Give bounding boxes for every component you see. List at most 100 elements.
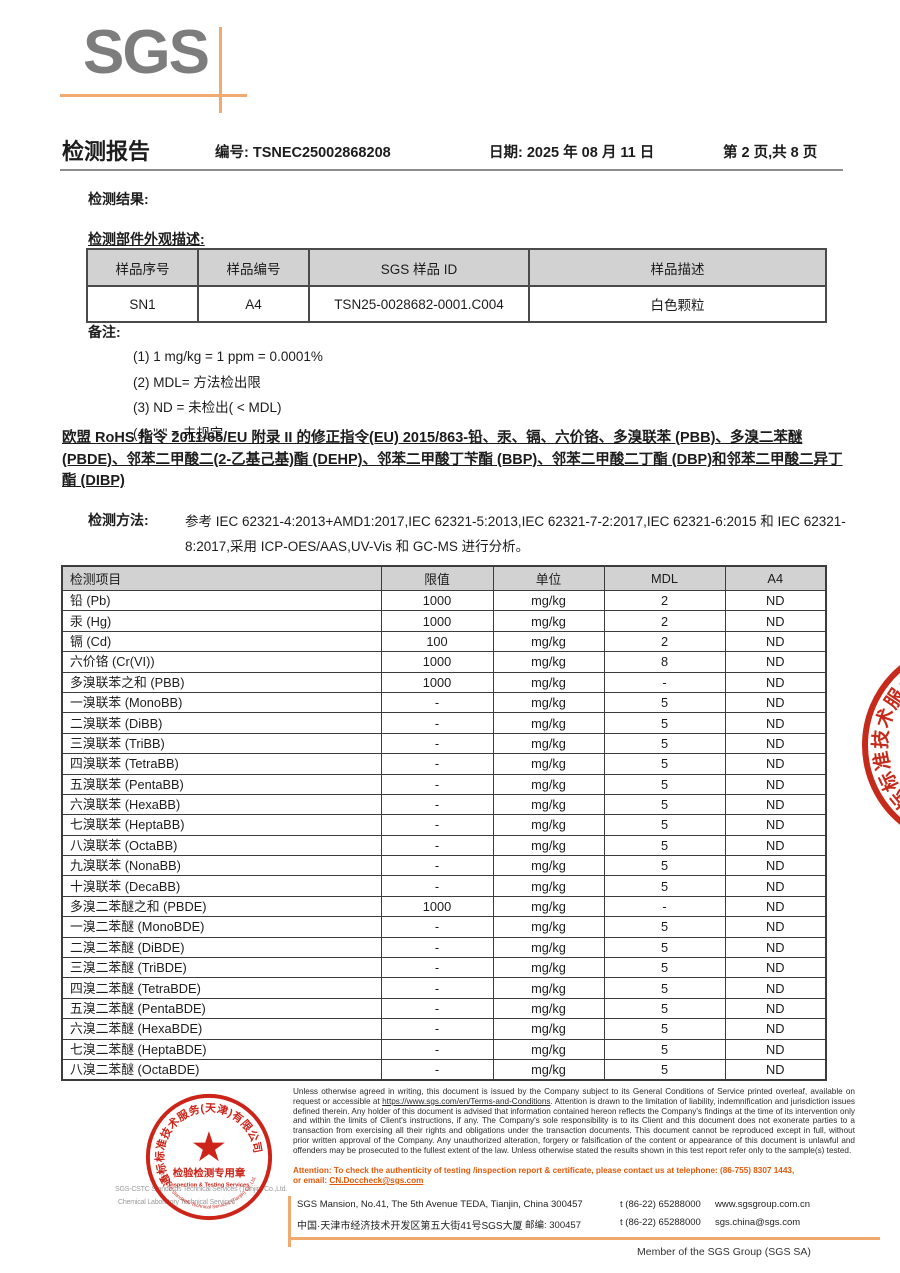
table-cell: 汞 (Hg)	[61, 610, 382, 632]
table-cell: -	[380, 814, 494, 836]
header-divider	[60, 169, 843, 171]
sgs-china-email-link[interactable]: sgs.china@sgs.com	[715, 1217, 801, 1228]
attention-email-prefix: or email:	[293, 1175, 330, 1185]
page-title: 检测报告	[62, 139, 151, 164]
table-cell: mg/kg	[492, 814, 605, 836]
table-row: 五溴二苯醚 (PentaBDE) - mg/kg 5 ND	[61, 997, 827, 1020]
table-cell: -	[380, 855, 494, 877]
table-cell: 一溴二苯醚 (MonoBDE)	[61, 916, 382, 938]
table-row: 十溴联苯 (DecaBB) - mg/kg 5 ND	[61, 875, 827, 897]
table-row: 二溴二苯醚 (DiBDE) - mg/kg 5 ND	[61, 936, 827, 959]
table-cell: ND	[724, 671, 827, 693]
table-cell: -	[380, 732, 494, 755]
table-cell: mg/kg	[492, 651, 605, 673]
table-cell: ND	[724, 691, 827, 714]
table-cell: -	[380, 997, 494, 1020]
table-cell: 白色颗粒	[528, 285, 827, 323]
table-cell: 5	[603, 957, 726, 979]
table-cell: mg/kg	[492, 895, 605, 918]
table-cell: SN1	[86, 285, 199, 323]
table-row: 六溴联苯 (HexaBB) - mg/kg 5 ND	[61, 793, 827, 816]
table-cell: mg/kg	[492, 691, 605, 714]
table-cell: 2	[603, 610, 726, 632]
table-cell: 六价铬 (Cr(VI))	[61, 651, 382, 673]
report-number-label: 编号:	[215, 145, 249, 161]
table-cell: ND	[724, 630, 827, 653]
website-link[interactable]: www.sgsgroup.com.cn	[715, 1199, 811, 1210]
table-cell: ND	[724, 814, 827, 836]
postcode: 邮编: 300457	[525, 1220, 581, 1231]
test-results-table: 检测项目 限值 单位 MDL A4 铅 (Pb) 1000 mg/kg 2 ND 汞 (Hg) 10…	[61, 565, 827, 1082]
star-icon: ★	[190, 1124, 227, 1170]
table-cell: ND	[724, 957, 827, 979]
table-row: 三溴二苯醚 (TriBDE) - mg/kg 5 ND	[61, 957, 827, 979]
address-english: SGS Mansion, No.41, The 5th Avenue TEDA,…	[297, 1199, 583, 1210]
table-cell: 七溴二苯醚 (HeptaBDE)	[61, 1038, 382, 1060]
table-cell: ND	[724, 773, 827, 795]
table-cell: ND	[724, 916, 827, 938]
table-row: 多溴联苯之和 (PBB) 1000 mg/kg - ND	[61, 671, 827, 693]
sample-description-table: 样品序号 样品编号 SGS 样品 ID 样品描述 SN1 A4 TSN25-0028682…	[86, 248, 827, 323]
stamp-line1: 检验检测专用章	[173, 1167, 246, 1180]
column-header: 样品描述	[528, 248, 827, 287]
table-cell: -	[380, 936, 494, 959]
doccheck-email-link[interactable]: CN.Doccheck@sgs.com	[329, 1175, 424, 1185]
report-date-value: 2025 年 08 月 11 日	[526, 145, 655, 161]
table-cell: 四溴联苯 (TetraBB)	[61, 753, 382, 775]
inspection-stamp: 通标标准技术服务(天津)有限公司 ★ 检验检测专用章 Inspection & …	[145, 1093, 273, 1221]
note-item: (4) "-" = 未规定	[133, 425, 224, 441]
table-cell: 镉 (Cd)	[61, 630, 382, 653]
table-cell: 五溴二苯醚 (PentaBDE)	[61, 997, 382, 1020]
column-header: 检测项目	[61, 565, 382, 591]
table-cell: -	[380, 1038, 494, 1060]
table-cell: mg/kg	[492, 773, 605, 795]
table-cell: mg/kg	[492, 1018, 605, 1040]
phone-number-1: t (86-22) 65288000	[620, 1199, 701, 1210]
address-divider-line	[288, 1196, 291, 1247]
table-cell: ND	[724, 732, 827, 755]
report-number: 编号: TSNEC25002868208	[215, 141, 391, 162]
page-indicator: 第 2 页,共 8 页	[723, 145, 818, 161]
table-row: 铅 (Pb) 1000 mg/kg 2 ND	[61, 589, 827, 612]
table-cell: 5	[603, 753, 726, 775]
table-cell: -	[380, 875, 494, 897]
table-cell: mg/kg	[492, 589, 605, 612]
stamp-ring	[145, 1093, 273, 1221]
side-stamp-ring	[862, 642, 900, 848]
table-row: 镉 (Cd) 100 mg/kg 2 ND	[61, 630, 827, 653]
table-cell: 八溴二苯醚 (OctaBDE)	[61, 1058, 382, 1081]
table-cell: -	[380, 1058, 494, 1081]
table-cell: 1000	[380, 895, 494, 918]
report-number-value: TSNEC25002868208	[252, 145, 391, 161]
table-cell: -	[380, 793, 494, 816]
table-cell: 六溴二苯醚 (HexaBDE)	[61, 1018, 382, 1040]
footer-disclaimer: Unless otherwise agreed in writing, this…	[293, 1087, 855, 1156]
table-cell: ND	[724, 834, 827, 857]
table-cell: ND	[724, 793, 827, 816]
table-cell: 5	[603, 814, 726, 836]
table-cell: mg/kg	[492, 793, 605, 816]
member-line: Member of the SGS Group (SGS SA)	[637, 1246, 811, 1258]
table-cell: mg/kg	[492, 671, 605, 693]
table-cell: 1000	[380, 589, 494, 612]
table-row: 一溴联苯 (MonoBB) - mg/kg 5 ND	[61, 691, 827, 714]
table-cell: ND	[724, 1038, 827, 1060]
terms-link[interactable]: https://www.sgs.com/en/Terms-and-Conditi…	[382, 1096, 551, 1106]
table-cell: mg/kg	[492, 957, 605, 979]
table-cell: mg/kg	[492, 916, 605, 938]
appearance-heading: 检测部件外观描述:	[88, 231, 205, 247]
table-cell: 八溴联苯 (OctaBB)	[61, 834, 382, 857]
table-row: 汞 (Hg) 1000 mg/kg 2 ND	[61, 610, 827, 632]
table-cell: 七溴联苯 (HeptaBB)	[61, 814, 382, 836]
table-cell: 五溴联苯 (PentaBB)	[61, 773, 382, 795]
table-cell: mg/kg	[492, 610, 605, 632]
table-row: 六溴二苯醚 (HexaBDE) - mg/kg 5 ND	[61, 1018, 827, 1040]
table-cell: ND	[724, 936, 827, 959]
table-row: 四溴联苯 (TetraBB) - mg/kg 5 ND	[61, 753, 827, 775]
table-cell: 多溴二苯醚之和 (PBDE)	[61, 895, 382, 918]
table-row: 四溴二苯醚 (TetraBDE) - mg/kg 5 ND	[61, 977, 827, 999]
table-cell: ND	[724, 589, 827, 612]
table-cell: 5	[603, 691, 726, 714]
table-cell: 二溴联苯 (DiBB)	[61, 712, 382, 734]
stamp-line2: Inspection & Testing Services	[169, 1183, 250, 1189]
